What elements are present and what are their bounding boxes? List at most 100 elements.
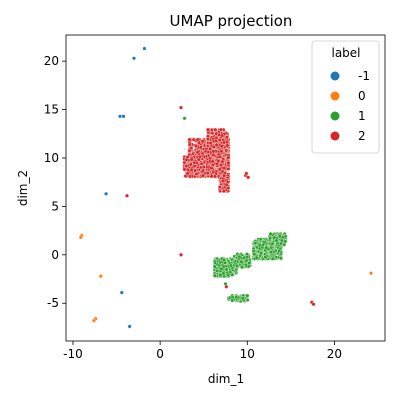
x-axis: -10 0 10 20 bbox=[63, 341, 342, 361]
plot-frame bbox=[65, 34, 386, 342]
data-point bbox=[270, 256, 275, 261]
legend: label -1 0 1 2 bbox=[311, 40, 380, 154]
data-point bbox=[192, 164, 197, 169]
data-point bbox=[244, 171, 249, 176]
data-point bbox=[228, 270, 233, 275]
data-point bbox=[205, 171, 210, 176]
data-point bbox=[226, 161, 231, 165]
y-tick-label: 10 bbox=[44, 151, 59, 165]
data-point bbox=[239, 259, 244, 264]
data-point bbox=[217, 137, 222, 142]
data-point bbox=[210, 159, 215, 164]
data-point bbox=[280, 235, 285, 240]
x-axis-label: dim_1 bbox=[208, 372, 244, 386]
y-tick-label: 5 bbox=[51, 199, 59, 213]
data-point bbox=[228, 263, 233, 268]
data-point bbox=[188, 162, 193, 167]
data-point bbox=[200, 139, 205, 144]
y-axis: -5 0 5 10 15 20 bbox=[44, 54, 66, 310]
data-point bbox=[272, 235, 277, 240]
legend-label: -1 bbox=[358, 69, 370, 83]
data-point bbox=[179, 252, 184, 257]
legend-label: 2 bbox=[358, 129, 366, 143]
data-point bbox=[226, 186, 231, 191]
data-point bbox=[226, 167, 231, 171]
data-point bbox=[219, 149, 224, 154]
legend-marker bbox=[330, 131, 340, 141]
data-point bbox=[224, 284, 229, 289]
data-point bbox=[247, 261, 252, 266]
data-point bbox=[201, 173, 206, 178]
data-point bbox=[185, 171, 190, 176]
data-point bbox=[189, 157, 194, 162]
data-point bbox=[192, 160, 197, 165]
data-point bbox=[224, 135, 229, 140]
data-point bbox=[226, 272, 231, 277]
data-point bbox=[220, 159, 225, 164]
legend-marker bbox=[330, 91, 340, 101]
legend-entries: -1 0 1 2 bbox=[330, 69, 370, 143]
data-point bbox=[195, 150, 200, 155]
data-point bbox=[201, 168, 206, 173]
data-point bbox=[221, 179, 226, 183]
data-point bbox=[240, 265, 244, 270]
data-point bbox=[278, 241, 283, 246]
data-point bbox=[189, 145, 194, 150]
data-point bbox=[205, 127, 210, 132]
data-point bbox=[119, 290, 124, 295]
data-point bbox=[254, 255, 259, 260]
data-point bbox=[274, 238, 279, 243]
data-point bbox=[213, 260, 218, 265]
x-tick-label: 0 bbox=[156, 347, 164, 361]
data-point bbox=[215, 268, 220, 273]
data-point bbox=[208, 146, 213, 151]
data-point bbox=[208, 140, 213, 145]
series-1 bbox=[182, 116, 288, 304]
data-point bbox=[270, 241, 275, 246]
data-point bbox=[127, 324, 132, 329]
series-0 bbox=[78, 233, 374, 323]
chart-title: UMAP projection bbox=[170, 12, 293, 30]
data-point bbox=[209, 174, 214, 179]
data-point bbox=[283, 239, 288, 244]
data-point bbox=[196, 157, 201, 162]
legend-label: 0 bbox=[358, 89, 366, 103]
data-point bbox=[219, 127, 224, 132]
data-point bbox=[212, 264, 217, 269]
data-point bbox=[198, 145, 203, 150]
data-point bbox=[253, 241, 258, 246]
legend-box bbox=[311, 40, 380, 154]
data-point bbox=[222, 173, 227, 178]
y-tick-label: 0 bbox=[51, 248, 59, 262]
data-point bbox=[91, 318, 96, 323]
data-point bbox=[234, 295, 239, 300]
data-point bbox=[237, 254, 242, 259]
y-tick-label: -5 bbox=[47, 296, 59, 310]
data-point bbox=[268, 231, 273, 236]
data-point bbox=[187, 142, 192, 147]
data-point bbox=[184, 157, 189, 162]
data-point bbox=[182, 167, 187, 172]
data-point bbox=[98, 274, 103, 279]
data-point bbox=[222, 140, 227, 145]
points-layer bbox=[78, 46, 374, 329]
data-point bbox=[191, 137, 196, 142]
data-point bbox=[188, 174, 193, 179]
data-point bbox=[209, 128, 214, 132]
data-point bbox=[216, 159, 221, 164]
data-point bbox=[209, 166, 214, 171]
data-point bbox=[221, 188, 226, 193]
data-point bbox=[193, 168, 198, 173]
data-point bbox=[244, 263, 248, 268]
x-tick-label: 20 bbox=[327, 347, 342, 361]
data-point bbox=[240, 296, 245, 301]
data-point bbox=[219, 163, 223, 168]
data-point bbox=[230, 298, 235, 303]
data-point bbox=[213, 127, 218, 132]
data-point bbox=[194, 144, 199, 149]
x-tick-label: 10 bbox=[240, 347, 255, 361]
data-point bbox=[221, 271, 226, 276]
data-point bbox=[225, 143, 230, 148]
data-point bbox=[220, 133, 225, 138]
